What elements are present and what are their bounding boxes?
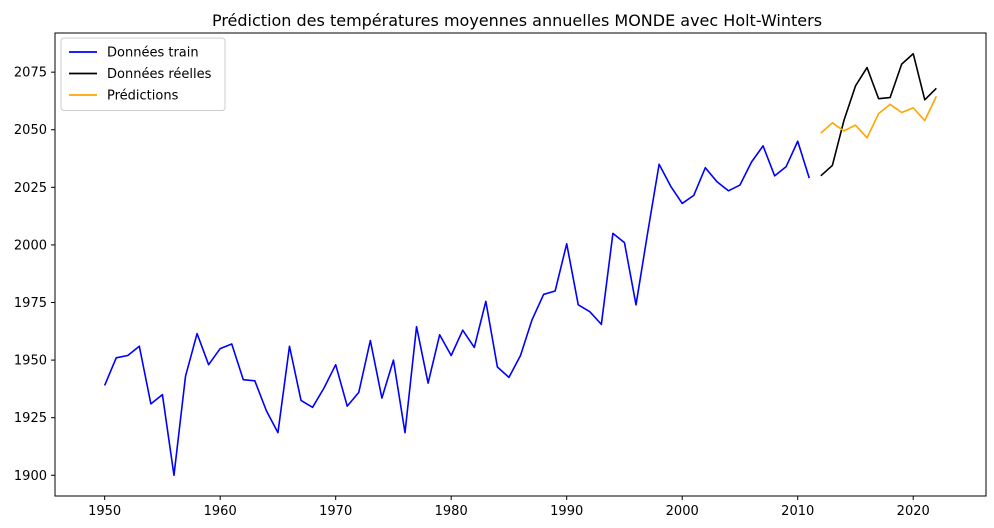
x-tick-label: 1960 — [204, 504, 237, 519]
x-tick-label: 2010 — [781, 504, 814, 519]
series-line-0 — [103, 140, 811, 477]
chart-title: Prédiction des températures moyennes ann… — [212, 11, 822, 30]
y-tick-label: 2050 — [14, 123, 47, 138]
axis-layer: 1950 1960 1970 1980 1990 2000 2010 2020 1900 1925… — [14, 66, 930, 519]
y-tick-label: 2025 — [14, 181, 47, 196]
y-tick-label: 1975 — [14, 296, 47, 311]
legend-label: Prédictions — [107, 89, 179, 104]
series-layer — [103, 52, 938, 477]
x-tick-label: 1990 — [550, 504, 583, 519]
legend: Données train Données réelles Prédictions — [60, 37, 226, 111]
plot-frame — [54, 32, 987, 497]
legend-label: Données train — [107, 46, 199, 61]
x-tick-label: 2000 — [666, 504, 699, 519]
y-tick-label: 1900 — [14, 469, 47, 484]
y-tick-label: 1925 — [14, 411, 47, 426]
x-tick-label: 1950 — [88, 504, 121, 519]
legend-label: Données réelles — [107, 67, 212, 82]
x-tick-label: 2020 — [897, 504, 930, 519]
y-tick-label: 2000 — [14, 238, 47, 253]
x-tick-label: 1970 — [319, 504, 352, 519]
x-tick-label: 1980 — [435, 504, 468, 519]
series-line-2 — [820, 96, 938, 139]
y-tick-label: 2075 — [14, 66, 47, 81]
legend-box — [60, 37, 226, 111]
series-line-1 — [820, 52, 937, 177]
y-tick-label: 1950 — [14, 354, 47, 369]
